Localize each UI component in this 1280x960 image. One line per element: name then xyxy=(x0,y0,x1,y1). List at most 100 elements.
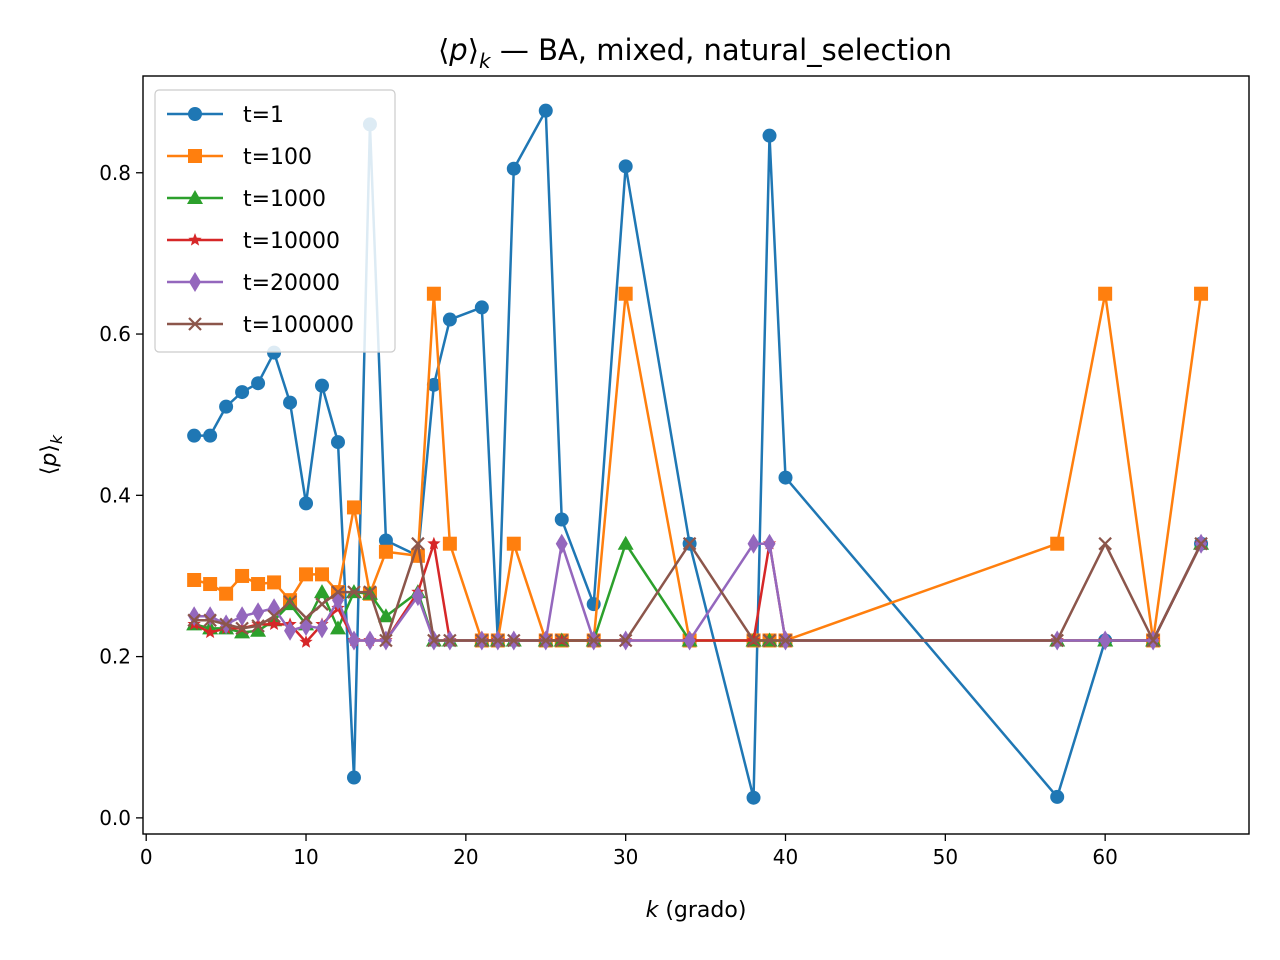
data-point-t=100 xyxy=(235,568,250,583)
x-tick-label: 40 xyxy=(773,845,798,869)
data-point-t=1 xyxy=(219,399,234,414)
data-point-t=100000 xyxy=(538,633,553,648)
x-tick-label: 10 xyxy=(293,845,318,869)
data-point-t=100000 xyxy=(682,536,697,551)
data-point-t=1 xyxy=(378,533,393,548)
data-point-t=10000 xyxy=(427,536,441,550)
plot-frame xyxy=(142,75,1250,835)
data-point-t=1 xyxy=(506,161,521,176)
data-point-t=100 xyxy=(219,586,234,601)
x-axis-label: k (grado) xyxy=(646,898,747,923)
data-point-t=100000 xyxy=(219,617,233,632)
data-point-t=100000 xyxy=(1194,536,1208,551)
data-point-t=1 xyxy=(474,300,489,315)
data-point-t=100 xyxy=(251,577,266,592)
data-point-t=100000 xyxy=(491,633,505,648)
data-point-t=100000 xyxy=(1050,633,1064,648)
data-point-t=1000 xyxy=(617,535,634,550)
data-point-t=1 xyxy=(187,428,202,443)
data-point-t=100 xyxy=(378,544,393,559)
legend-marker-t=1 xyxy=(188,107,202,121)
data-point-t=20000 xyxy=(747,533,760,554)
data-point-t=10000 xyxy=(251,617,265,630)
data-point-t=100000 xyxy=(347,585,361,599)
data-point-t=1 xyxy=(1050,789,1065,804)
legend-label-t=10000: t=10000 xyxy=(243,229,340,254)
x-tick-label: 60 xyxy=(1092,845,1117,869)
data-point-t=100 xyxy=(299,567,314,582)
data-point-t=100000 xyxy=(475,633,489,648)
legend-label-t=100000: t=100000 xyxy=(243,313,354,338)
data-point-t=1000 xyxy=(250,622,267,637)
legend-marker-t=100000 xyxy=(188,317,202,331)
data-point-t=1 xyxy=(299,496,314,511)
data-point-t=100 xyxy=(1098,286,1113,301)
data-point-t=20000 xyxy=(316,618,329,639)
data-point-t=100 xyxy=(1194,286,1209,301)
legend-label-t=100: t=100 xyxy=(243,145,312,170)
axes: 0 10 20 30 40 50 60 0.0 0.2 0.4 0.6 0.8 xyxy=(99,75,1250,869)
data-point-t=1 xyxy=(203,428,218,443)
data-point-t=100 xyxy=(442,536,457,551)
data-point-t=20000 xyxy=(284,620,297,641)
data-point-t=100 xyxy=(618,286,633,301)
x-tick-label: 50 xyxy=(933,845,958,869)
data-point-t=100 xyxy=(346,500,361,515)
data-point-t=100 xyxy=(506,536,521,551)
data-point-t=100000 xyxy=(315,597,329,611)
data-point-t=1000 xyxy=(314,584,331,599)
data-point-t=100 xyxy=(267,575,282,590)
data-point-t=100000 xyxy=(299,611,313,625)
data-point-t=100000 xyxy=(762,633,777,648)
y-axis-label: ⟨p⟩k xyxy=(37,434,66,475)
data-point-t=100000 xyxy=(235,621,249,636)
data-point-t=100000 xyxy=(443,633,457,648)
data-point-t=100000 xyxy=(283,594,297,609)
data-point-t=1 xyxy=(618,159,633,174)
y-tick-label: 0.2 xyxy=(99,645,131,669)
data-point-t=1 xyxy=(315,378,330,393)
data-point-t=10000 xyxy=(267,617,281,630)
data-point-t=100 xyxy=(1050,536,1065,551)
data-point-t=100000 xyxy=(379,633,393,648)
data-point-t=100 xyxy=(187,572,202,587)
data-point-t=100 xyxy=(315,567,330,582)
data-point-t=1 xyxy=(235,385,250,400)
data-point-t=1000 xyxy=(234,624,251,639)
data-point-t=20000 xyxy=(347,630,360,651)
legend-marker-t=100 xyxy=(188,149,202,163)
data-point-t=100000 xyxy=(746,633,761,648)
data-point-t=20000 xyxy=(683,630,696,651)
legend-label-t=1: t=1 xyxy=(243,103,284,128)
data-point-t=20000 xyxy=(763,533,776,554)
data-point-t=100000 xyxy=(363,585,377,599)
chart-title: ⟨p⟩k — BA, mixed, natural_selection xyxy=(438,33,952,73)
data-point-t=20000 xyxy=(411,586,424,607)
data-point-t=1 xyxy=(330,435,345,450)
data-point-t=100000 xyxy=(554,633,569,648)
data-point-t=100000 xyxy=(251,619,265,633)
data-point-t=1 xyxy=(778,470,793,485)
legend-marker-t=20000 xyxy=(189,272,201,292)
legend-label-t=20000: t=20000 xyxy=(243,271,340,296)
data-point-t=100000 xyxy=(203,613,217,628)
data-point-t=1 xyxy=(346,770,361,785)
data-point-t=1000 xyxy=(329,620,346,635)
x-tick-label: 30 xyxy=(613,845,638,869)
data-point-t=100000 xyxy=(778,633,793,648)
data-point-t=1 xyxy=(426,377,441,392)
data-point-t=100000 xyxy=(427,633,441,648)
data-point-t=1 xyxy=(442,312,457,327)
data-point-t=1 xyxy=(538,103,553,118)
data-point-t=100000 xyxy=(411,536,425,551)
data-point-t=10000 xyxy=(203,625,217,639)
data-point-t=1 xyxy=(762,128,777,143)
data-point-t=100 xyxy=(203,577,218,592)
legend-marker-t=10000 xyxy=(188,233,202,246)
x-tick-label: 20 xyxy=(453,845,478,869)
data-point-t=1 xyxy=(251,376,266,391)
data-point-t=1 xyxy=(746,790,761,805)
svg-text:⟨p⟩k: ⟨p⟩k xyxy=(37,434,66,475)
data-point-t=1 xyxy=(283,395,298,410)
